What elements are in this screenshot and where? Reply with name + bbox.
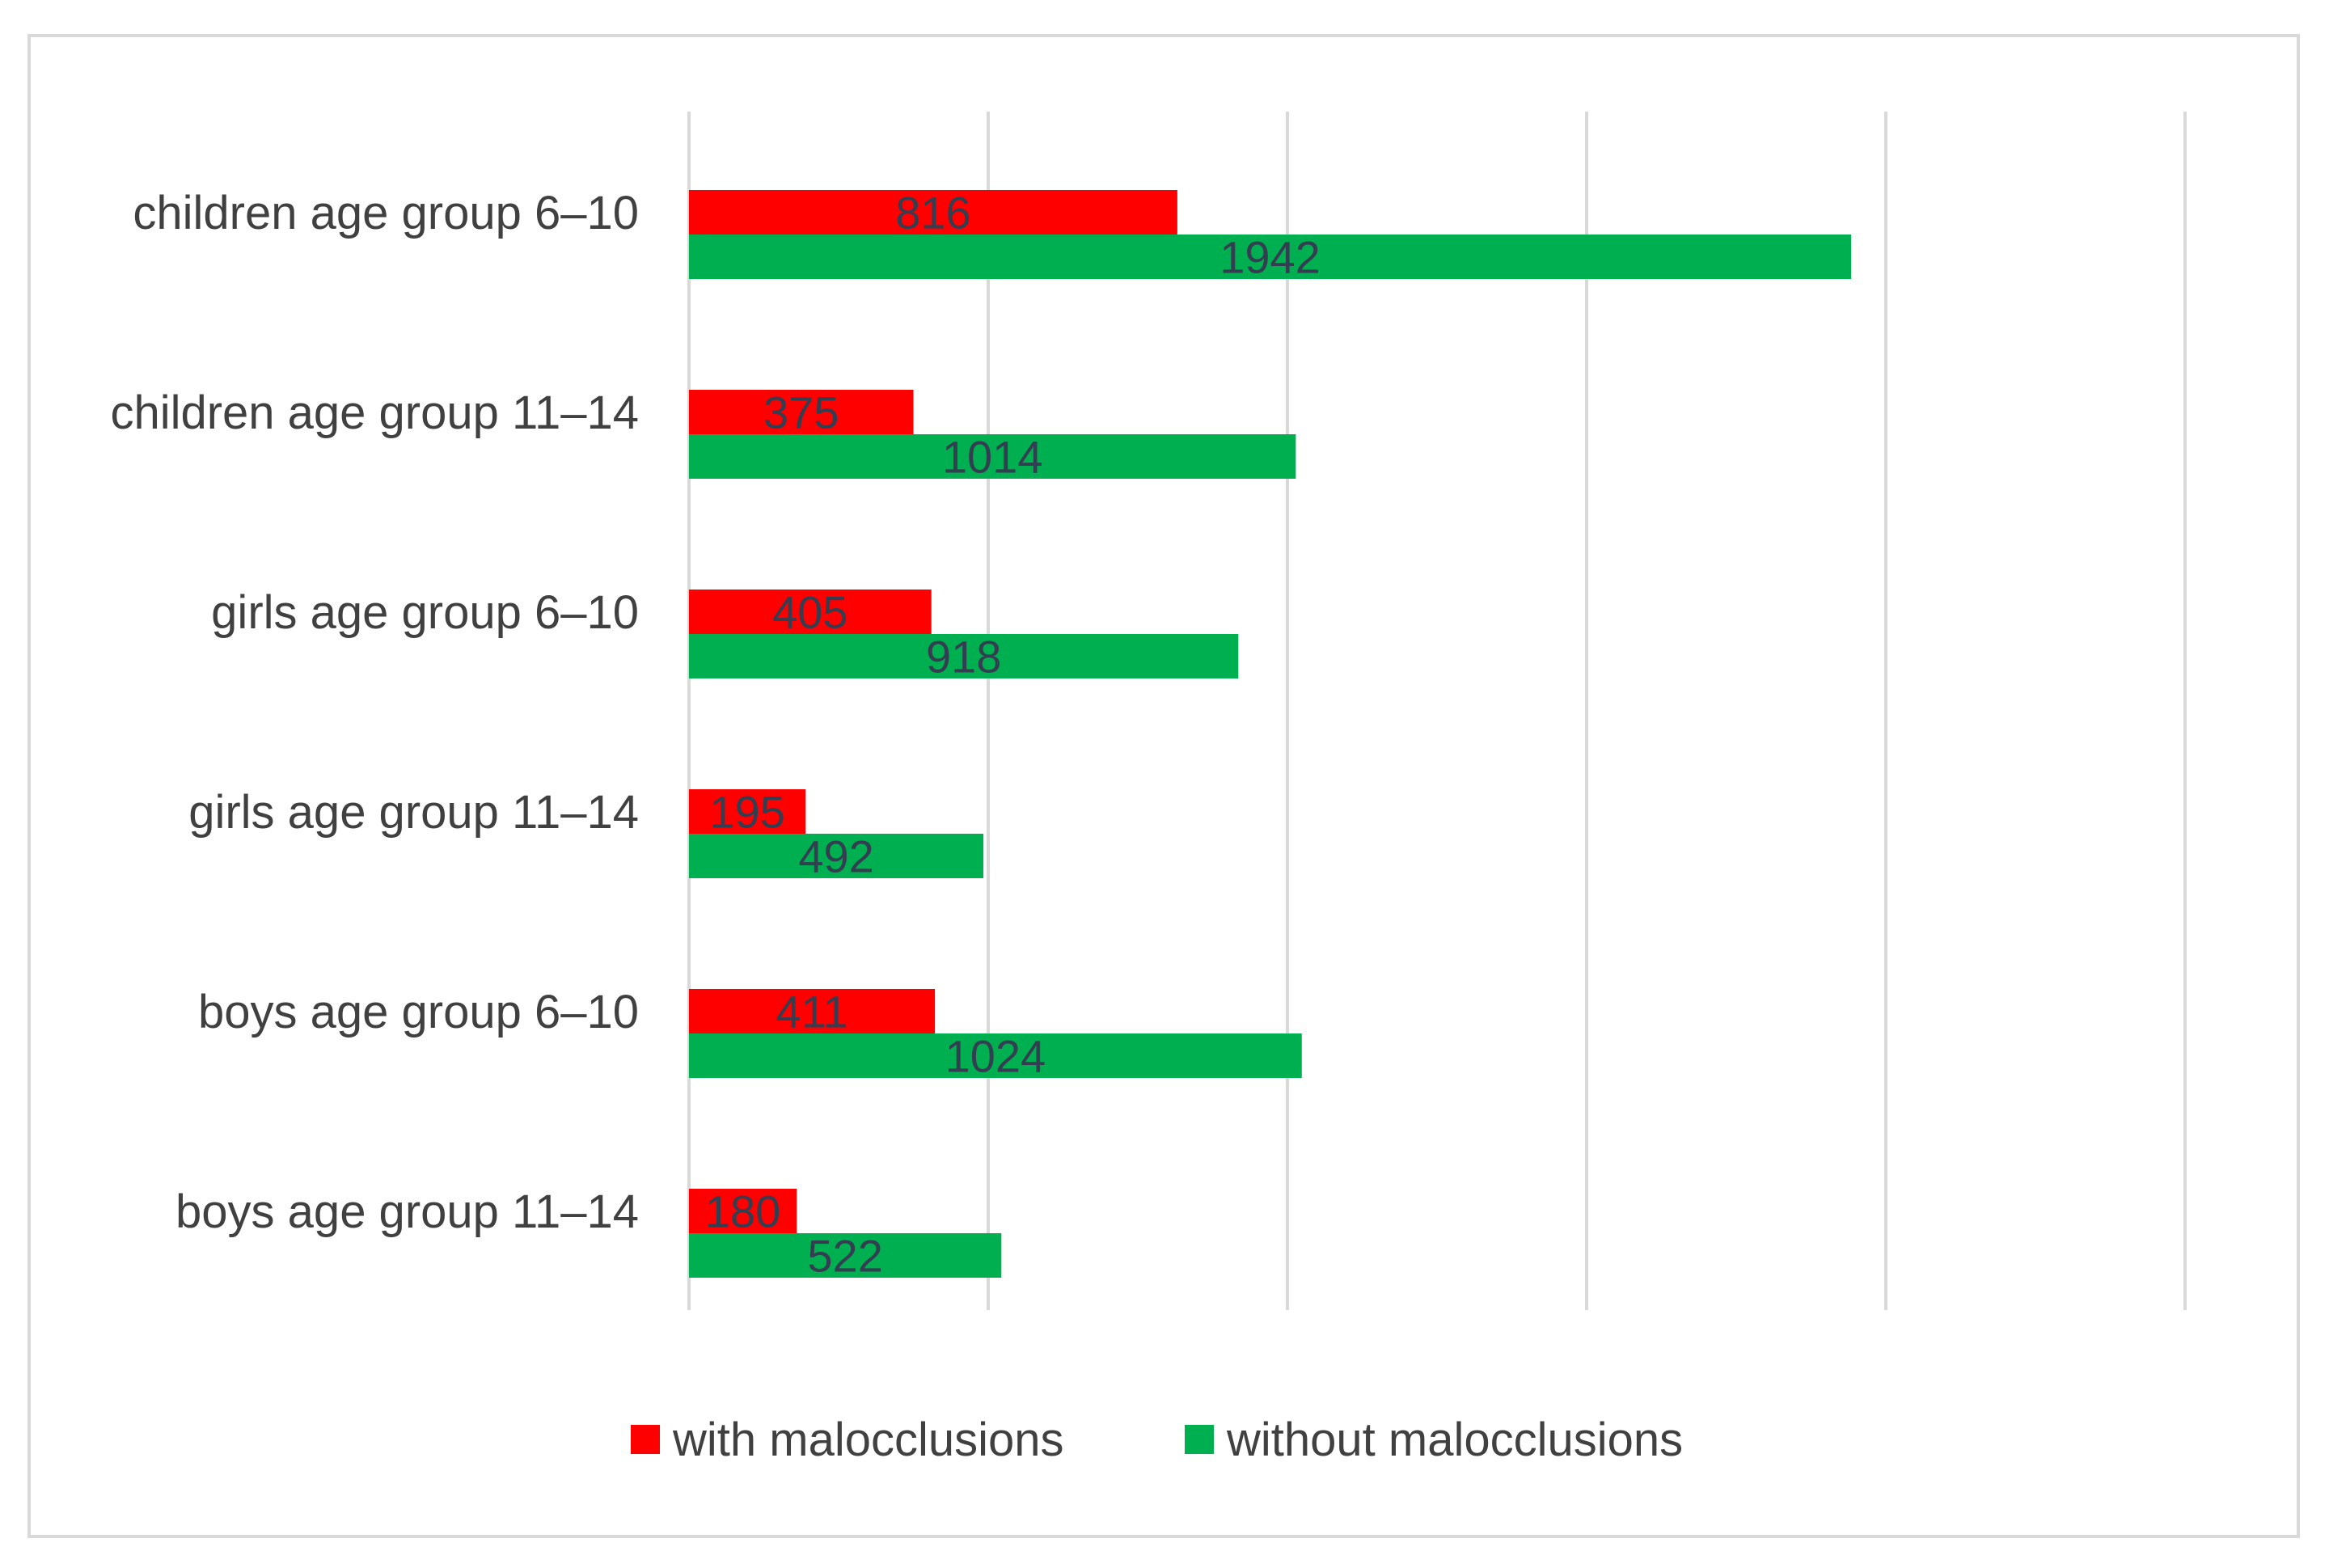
data-label-without-4: 1024 bbox=[945, 1031, 1046, 1082]
data-label-without-2: 918 bbox=[926, 632, 1001, 683]
data-label-without-3: 492 bbox=[798, 831, 873, 882]
data-label-with-4: 411 bbox=[776, 987, 847, 1038]
bar-without-4 bbox=[689, 1033, 1302, 1078]
data-label-with-2: 405 bbox=[772, 587, 847, 638]
data-label-with-5: 180 bbox=[705, 1186, 780, 1237]
data-label-with-3: 195 bbox=[709, 787, 784, 838]
category-label-0: children age group 6–10 bbox=[133, 187, 639, 239]
category-labels: children age group 6–10 children age grou… bbox=[110, 187, 639, 1238]
legend-swatch-0 bbox=[631, 1425, 660, 1454]
data-label-with-1: 375 bbox=[763, 387, 839, 438]
gridlines bbox=[687, 112, 2187, 1310]
bar-without-5 bbox=[689, 1233, 1002, 1278]
chart-frame bbox=[27, 34, 2300, 1538]
category-label-1: children age group 11–14 bbox=[110, 387, 639, 439]
data-label-without-0: 1942 bbox=[1219, 232, 1321, 283]
legend-swatch-1 bbox=[1185, 1425, 1214, 1454]
bar-with-0 bbox=[689, 190, 1177, 235]
data-label-without-5: 522 bbox=[807, 1231, 882, 1282]
data-label-with-0: 816 bbox=[895, 188, 970, 239]
legend: with malocclusions without malocclusions bbox=[631, 1414, 1683, 1466]
legend-label-1: without malocclusions bbox=[1226, 1414, 1683, 1466]
data-label-without-1: 1014 bbox=[942, 432, 1043, 483]
category-label-4: boys age group 6–10 bbox=[198, 986, 639, 1038]
bar-with-5 bbox=[689, 1189, 797, 1233]
category-label-5: boys age group 11–14 bbox=[175, 1186, 639, 1238]
data-labels: 816 1942 375 1014 405 918 195 492 411 1024 180 522 bbox=[705, 188, 1321, 1282]
bar-with-1 bbox=[689, 390, 914, 434]
bar-without-2 bbox=[689, 634, 1239, 678]
bar-with-4 bbox=[689, 989, 936, 1033]
category-label-3: girls age group 11–14 bbox=[188, 786, 639, 839]
bar-without-1 bbox=[689, 434, 1296, 479]
bar-with-3 bbox=[689, 789, 806, 834]
bars bbox=[689, 190, 1852, 1278]
bar-without-0 bbox=[689, 235, 1852, 279]
legend-label-0: with malocclusions bbox=[672, 1414, 1064, 1466]
category-label-2: girls age group 6–10 bbox=[211, 586, 639, 639]
bar-with-2 bbox=[689, 590, 932, 634]
bar-without-3 bbox=[689, 834, 984, 878]
